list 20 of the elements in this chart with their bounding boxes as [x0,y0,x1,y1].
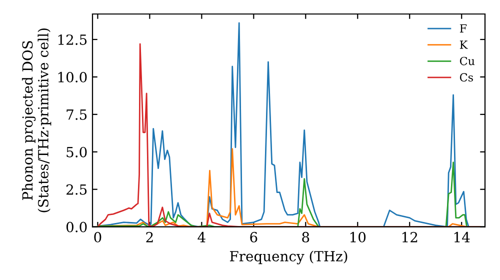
x-tick-label: 8 [302,232,310,242]
y-axis-title: Phonon projected DOS (States/THz·primitive cell) [22,28,52,212]
y-tick-label: 12.5 [58,34,87,45]
y-tick-label: 2.5 [66,184,87,195]
legend-label: Cu [460,56,475,66]
x-tick-label: 2 [146,232,153,242]
x-tick-label: 4 [198,232,206,242]
y-tick-label: 7.5 [66,110,87,120]
x-tick-label: 6 [250,232,258,242]
y-tick-label: 5.0 [66,146,87,158]
legend-label: F [460,24,467,32]
y-tick-label: 0.0 [66,222,87,232]
y-tick-label: 10.0 [58,72,87,82]
x-tick-label: 14 [454,232,470,242]
x-tick-label: 12 [402,232,418,242]
legend-label: K [460,40,468,49]
x-tick-label: 10 [350,232,366,242]
x-tick-label: 0 [94,232,102,242]
x-axis-title: Frequency (THz) [230,250,348,264]
legend-label: Cs [460,73,473,82]
